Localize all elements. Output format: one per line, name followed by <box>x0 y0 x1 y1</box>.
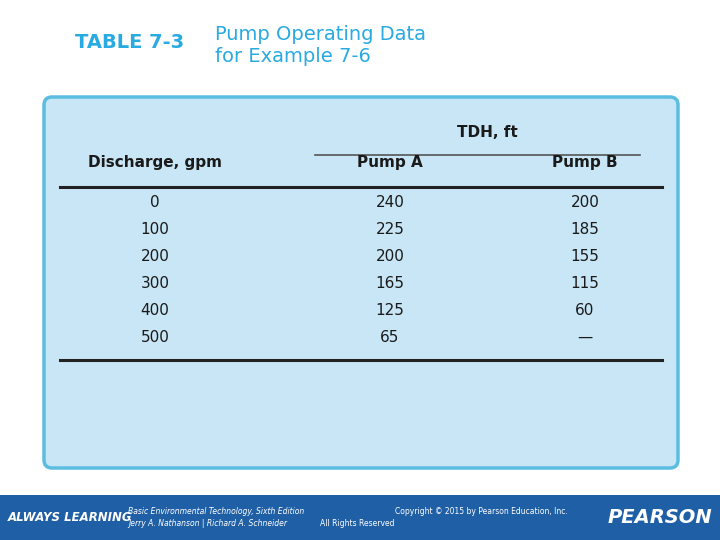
Text: 60: 60 <box>575 303 595 318</box>
Text: 200: 200 <box>570 195 600 210</box>
Text: Copyright © 2015 by Pearson Education, Inc.: Copyright © 2015 by Pearson Education, I… <box>395 507 568 516</box>
Text: 400: 400 <box>140 303 169 318</box>
Text: 165: 165 <box>376 276 405 291</box>
Text: 185: 185 <box>570 222 600 237</box>
Text: Basic Environmental Technology, Sixth Edition: Basic Environmental Technology, Sixth Ed… <box>128 507 305 516</box>
Text: TDH, ft: TDH, ft <box>457 125 518 140</box>
Text: PEARSON: PEARSON <box>607 508 712 527</box>
FancyBboxPatch shape <box>44 97 678 468</box>
Text: 225: 225 <box>376 222 405 237</box>
Text: 300: 300 <box>140 276 169 291</box>
Text: 125: 125 <box>376 303 405 318</box>
Text: Pump Operating Data: Pump Operating Data <box>215 25 426 44</box>
Text: for Example 7-6: for Example 7-6 <box>215 47 371 66</box>
Text: Pump B: Pump B <box>552 155 618 170</box>
Text: 115: 115 <box>570 276 600 291</box>
Text: 0: 0 <box>150 195 160 210</box>
Text: 155: 155 <box>570 249 600 264</box>
Text: 65: 65 <box>380 330 400 345</box>
Text: All Rights Reserved: All Rights Reserved <box>320 519 395 528</box>
Text: Jerry A. Nathanson | Richard A. Schneider: Jerry A. Nathanson | Richard A. Schneide… <box>128 519 287 528</box>
Text: Pump A: Pump A <box>357 155 423 170</box>
Text: 240: 240 <box>376 195 405 210</box>
Text: 100: 100 <box>140 222 169 237</box>
Text: 200: 200 <box>376 249 405 264</box>
Text: 500: 500 <box>140 330 169 345</box>
Text: ALWAYS LEARNING: ALWAYS LEARNING <box>8 511 132 524</box>
Bar <box>0 495 720 540</box>
Text: 200: 200 <box>140 249 169 264</box>
Text: Discharge, gpm: Discharge, gpm <box>88 155 222 170</box>
Text: —: — <box>577 330 593 345</box>
Text: TABLE 7-3: TABLE 7-3 <box>75 33 184 52</box>
